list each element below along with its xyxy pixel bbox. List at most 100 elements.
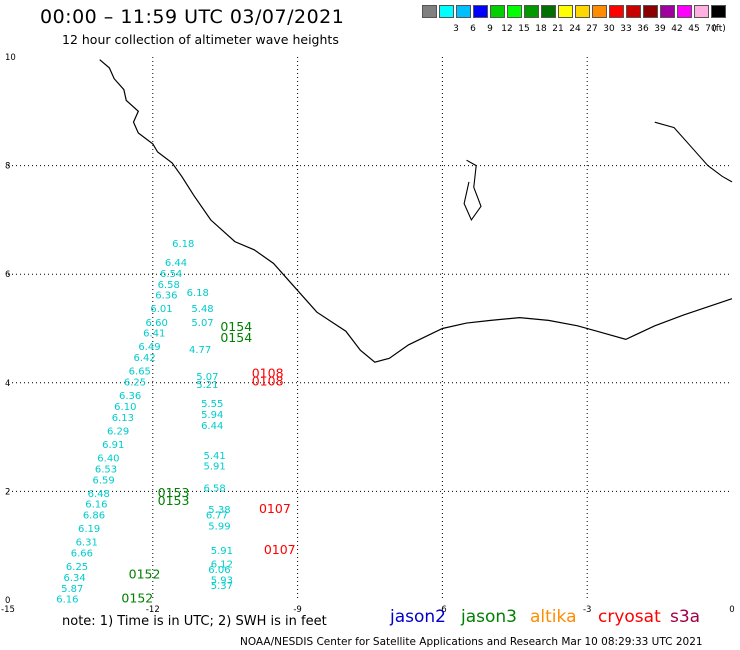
scale-swatch: [592, 5, 607, 18]
swh-value: 6.36: [119, 391, 141, 402]
swh-value: 5.07: [196, 372, 218, 383]
scale-swatch: [575, 5, 590, 18]
swh-value: 6.66: [71, 549, 93, 560]
swh-value: 6.34: [64, 573, 86, 584]
scale-label: 45: [688, 24, 700, 34]
legend-jason3: jason3: [461, 607, 517, 627]
swh-value: 6.25: [66, 562, 88, 573]
swh-value: 5.21: [196, 380, 218, 391]
swh-value: 6.36: [155, 291, 177, 302]
x-tick-label: -6: [438, 605, 446, 615]
swh-value: 5.38: [208, 505, 230, 516]
page-subtitle: 12 hour collection of altimeter wave hei…: [62, 32, 339, 47]
y-tick-label: 0: [5, 596, 10, 606]
swh-value: 5.37: [211, 581, 233, 592]
credit-line: NOAA/NESDIS Center for Satellite Applica…: [240, 636, 703, 648]
swh-value: 5.91: [203, 462, 225, 473]
swh-value: 6.59: [92, 475, 114, 486]
swh-value: 6.60: [146, 318, 168, 329]
x-tick-label: -12: [146, 605, 160, 615]
scale-swatch: [711, 5, 726, 18]
swh-value: 6.44: [165, 258, 187, 269]
scale-swatch: [677, 5, 692, 18]
swh-value: 5.94: [201, 410, 223, 421]
scale-swatch: [524, 5, 539, 18]
pass-label: 0153: [158, 493, 190, 508]
y-tick-label: 8: [5, 162, 10, 172]
swh-value: 5.41: [203, 451, 225, 462]
scale-label: 36: [637, 24, 649, 34]
swh-value: 6.53: [95, 464, 117, 475]
swh-value: 6.54: [160, 269, 182, 280]
swh-value: 6.16: [56, 595, 78, 606]
footer-note: note: 1) Time is in UTC; 2) SWH is in fe…: [62, 614, 327, 629]
swh-value: 5.93: [211, 576, 233, 587]
scale-swatch: [609, 5, 624, 18]
swh-value: 6.58: [158, 280, 180, 291]
swh-value: 6.44: [201, 421, 223, 432]
scale-label: 24: [569, 24, 581, 34]
page-title: 00:00 – 11:59 UTC 03/07/2021: [40, 6, 345, 28]
swh-value: 6.77: [206, 511, 228, 522]
scale-label: 39: [654, 24, 666, 34]
x-tick-label: 0: [729, 605, 734, 615]
scale-label: 42: [671, 24, 683, 34]
y-tick-label: 4: [5, 379, 10, 389]
legend-cryosat: cryosat: [598, 607, 661, 627]
swh-value: 6.40: [97, 454, 119, 465]
scale-swatch: [558, 5, 573, 18]
swh-value: 6.48: [88, 489, 110, 500]
scale-label: 30: [603, 24, 615, 34]
scale-label: 70: [705, 24, 717, 34]
swh-value: 5.91: [211, 546, 233, 557]
swh-value: 6.25: [124, 378, 146, 389]
swh-value: 6.91: [102, 440, 124, 451]
pass-label: 0107: [264, 542, 296, 557]
swh-value: 6.29: [107, 426, 129, 437]
swh-value: 6.42: [133, 353, 155, 364]
swh-value: 5.48: [191, 304, 213, 315]
scale-unit: (ft): [712, 24, 726, 34]
pass-label: 0108: [252, 365, 284, 380]
lake-kossou-outline: [463, 159, 482, 222]
scale-label: 12: [501, 24, 513, 34]
legend-altika: altika: [530, 607, 577, 627]
y-tick-label: 6: [5, 270, 10, 280]
swh-value: 6.12: [211, 559, 233, 570]
pass-label: 0108: [252, 374, 284, 389]
pass-label: 0152: [129, 566, 161, 581]
scale-label: 6: [470, 24, 476, 34]
swh-value: 6.18: [172, 239, 194, 250]
swh-value: 6.18: [187, 288, 209, 299]
scale-swatch: [660, 5, 675, 18]
x-tick-label: -9: [293, 605, 301, 615]
scale-swatch: [694, 5, 709, 18]
swh-value: 6.31: [76, 538, 98, 549]
pass-label: 0152: [121, 591, 153, 606]
swh-value: 6.13: [112, 413, 134, 424]
scale-swatch: [422, 5, 437, 18]
pass-label: 0107: [259, 501, 291, 516]
scale-swatch: [490, 5, 505, 18]
scale-swatch: [626, 5, 641, 18]
swh-value: 6.06: [208, 565, 230, 576]
scale-label: 27: [586, 24, 598, 34]
swh-value: 5.99: [208, 521, 230, 532]
scale-swatch: [507, 5, 522, 18]
y-tick-label: 2: [5, 487, 10, 497]
swh-value: 6.41: [143, 329, 165, 340]
scale-label: 21: [552, 24, 564, 34]
swh-value: 6.58: [203, 483, 225, 494]
scale-label: 33: [620, 24, 632, 34]
legend-s3a: s3a: [670, 607, 701, 627]
swh-value: 6.49: [138, 342, 160, 353]
scale-label: 9: [487, 24, 493, 34]
legend-jason2: jason2: [390, 607, 446, 627]
scale-label: 15: [518, 24, 530, 34]
swh-value: 6.16: [85, 500, 107, 511]
scale-swatch: [643, 5, 658, 18]
swh-value: 6.86: [83, 511, 105, 522]
scale-swatch: [473, 5, 488, 18]
